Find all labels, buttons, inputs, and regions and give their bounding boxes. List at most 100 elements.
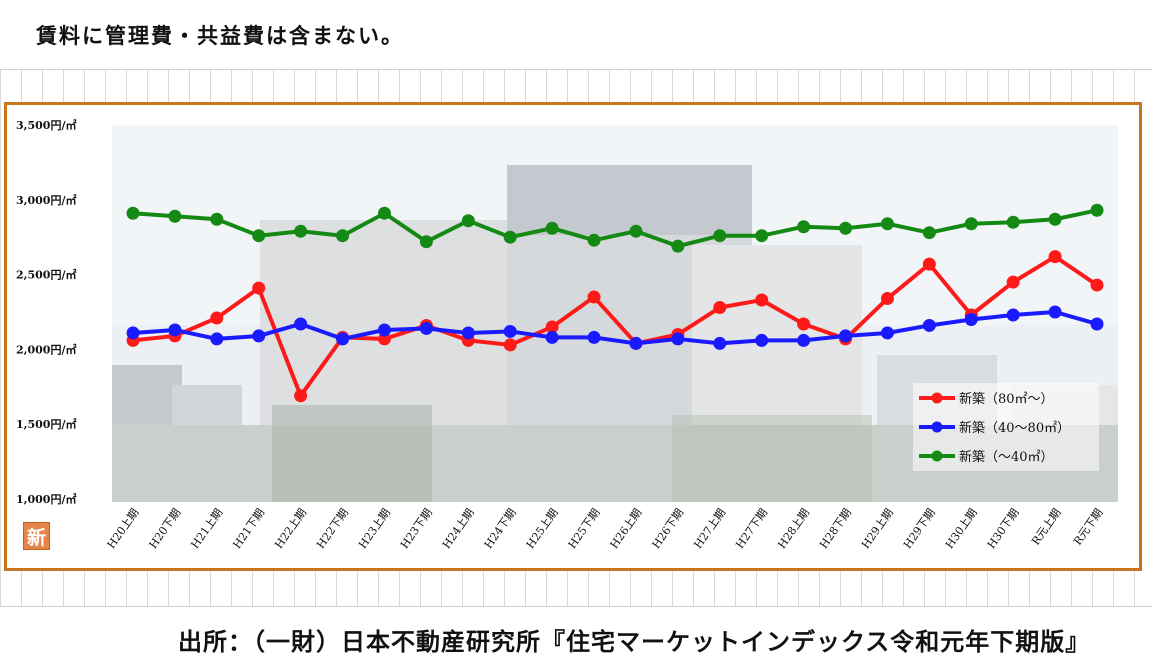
data-point [336,332,350,346]
x-tick-label: H26下期 [650,506,687,551]
new-badge: 新 [23,522,50,550]
data-point [252,229,266,243]
data-point [713,336,727,350]
x-tick-label: H24上期 [440,506,477,551]
row-divider [0,606,1152,607]
series-line [132,310,1098,346]
series-line [132,254,1099,398]
data-point [1048,305,1062,319]
data-point [755,293,769,307]
data-point [922,257,936,271]
legend: 新築（80㎡～） 新築（40～80㎡） 新築（～40㎡） [913,383,1099,471]
data-point [839,221,853,235]
data-point [755,229,769,243]
data-point [1090,278,1104,292]
data-point [797,333,811,347]
data-point [503,338,517,352]
data-point [503,324,517,338]
data-point [461,326,475,340]
data-point [1048,212,1062,226]
x-tick-label: H20上期 [105,506,142,551]
row-divider [0,69,1152,70]
source-row [0,607,1152,648]
data-point [964,217,978,231]
data-point [210,311,224,325]
y-tick-label: 1,500円/㎡ [16,417,76,431]
y-axis: 1,000円/㎡ 1,500円/㎡ 2,000円/㎡ 2,500円/㎡ 3,000円/㎡… [16,118,76,506]
y-tick-label: 1,000円/㎡ [16,492,76,506]
x-tick-label: H21下期 [230,506,267,551]
data-point [629,336,643,350]
data-point [377,332,391,346]
data-point [797,220,811,234]
y-tick-label: 2,500円/㎡ [16,268,76,282]
data-point [713,301,727,315]
data-point [545,330,559,344]
data-point [839,329,853,343]
x-tick-label: H23下期 [398,506,435,551]
x-tick-label: H20下期 [147,506,184,551]
data-point [545,221,559,235]
data-point [294,224,308,238]
x-tick-label: H26上期 [608,506,645,551]
series-0 [126,250,1104,403]
data-point [713,229,727,243]
data-point [587,290,601,304]
x-tick-label: H22下期 [314,506,351,551]
legend-swatch-marker [931,421,943,433]
legend-label: 新築（40～80㎡） [959,420,1070,436]
legend-label: 新築（～40㎡） [959,449,1054,465]
data-point [377,206,391,220]
data-point [377,323,391,337]
data-point [419,321,433,335]
data-point [168,323,182,337]
data-point [336,229,350,243]
x-tick-label: H28下期 [817,506,854,551]
data-point [503,230,517,244]
data-point [168,209,182,223]
legend-swatch-marker [931,450,943,462]
data-point [587,330,601,344]
data-point [1090,203,1104,217]
data-point [922,318,936,332]
legend-label: 新築（80㎡～） [959,391,1054,407]
data-point [1006,215,1020,229]
data-point [210,332,224,346]
source-citation: 出所：（一財）日本不動産研究所『住宅マーケットインデックス令和元年下期版』 [178,627,1091,656]
data-point [545,320,559,334]
rent-note: 賃料に管理費・共益費は含まない。 [36,23,404,48]
x-tick-label: H25上期 [524,506,561,551]
x-tick-label: H30下期 [985,506,1022,551]
y-tick-label: 3,500円/㎡ [16,118,76,132]
data-point [671,332,685,346]
x-tick-label: H29下期 [901,506,938,551]
y-tick-label: 3,000円/㎡ [16,193,76,207]
x-tick-label: H27上期 [691,506,728,551]
x-tick-label: H24下期 [482,506,519,551]
data-point [587,233,601,247]
series-2 [126,203,1104,253]
x-tick-label: H29上期 [859,506,896,551]
x-tick-label: H28上期 [775,506,812,551]
x-tick-label: H22上期 [272,506,309,551]
data-point [126,326,140,340]
data-point [294,389,308,403]
data-point [1048,250,1062,264]
data-point [880,292,894,306]
x-axis: H20上期 H20下期 H21上期 H21下期 H22上期 H22下期 H23上期 H23下期… [105,506,1106,551]
data-point [671,239,685,253]
x-tick-label: H30上期 [943,506,980,551]
data-point [294,317,308,331]
series-1 [126,305,1104,350]
note-row [0,0,1152,69]
data-point [419,235,433,249]
data-point [252,329,266,343]
data-point [755,333,769,347]
y-tick-label: 2,000円/㎡ [16,342,76,356]
data-point [964,312,978,326]
data-point [797,317,811,331]
legend-swatch-marker [931,392,943,404]
data-point [126,206,140,220]
data-point [461,214,475,228]
